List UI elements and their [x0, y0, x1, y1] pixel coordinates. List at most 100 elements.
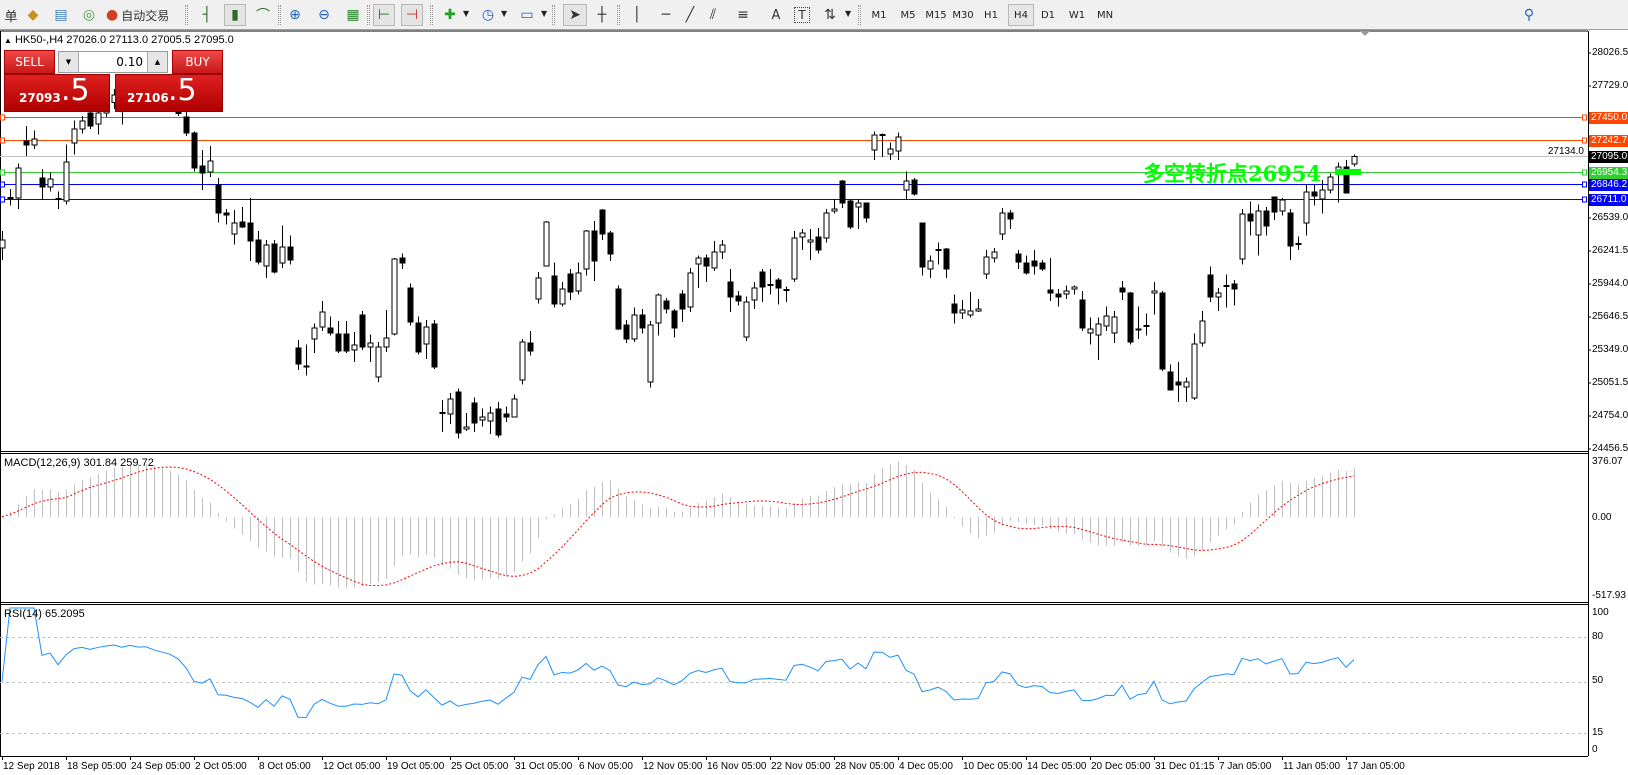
- candle-body: [1271, 196, 1278, 213]
- equidistant-channel-icon[interactable]: ⫽: [709, 7, 717, 23]
- candle-body: [1303, 191, 1310, 224]
- candle-body: [831, 208, 838, 212]
- time-axis-label: 24 Sep 05:00: [131, 761, 191, 772]
- candle: [743, 296, 750, 342]
- candle-body: [1087, 328, 1094, 334]
- level-price-label: 26711.0: [1589, 193, 1628, 206]
- candle: [543, 221, 550, 267]
- candle: [655, 293, 662, 336]
- crosshair-icon[interactable]: ┼: [597, 7, 607, 23]
- timeframe-m1[interactable]: M1: [871, 9, 887, 21]
- chart-shift-marker: [1360, 31, 1370, 36]
- candle-body: [511, 398, 518, 418]
- horizontal-line-icon[interactable]: ─: [661, 7, 671, 23]
- search-icon[interactable]: ⚲: [1523, 7, 1535, 23]
- lot-size-stepper[interactable]: ▼ 0.10 ▲: [58, 51, 168, 73]
- vertical-line-icon[interactable]: │: [632, 7, 642, 23]
- sell-price-box[interactable]: 27093 .5: [4, 73, 110, 112]
- buy-price-box[interactable]: 27106 .5: [115, 73, 223, 112]
- candle-body: [463, 426, 470, 430]
- timeframe-m15[interactable]: M15: [925, 9, 947, 21]
- clock-icon[interactable]: ◷: [481, 7, 495, 23]
- candle-body: [1095, 323, 1102, 336]
- buy-button[interactable]: BUY: [172, 50, 223, 74]
- candle-body: [751, 287, 758, 301]
- current-price-label: 27095.0: [1589, 150, 1628, 163]
- new-chart-icon[interactable]: ✚: [444, 7, 456, 23]
- chevron-down-icon[interactable]: ▼: [845, 9, 852, 18]
- candle: [1119, 281, 1126, 300]
- lot-decrease-icon[interactable]: ▼: [59, 52, 79, 72]
- zoom-out-icon[interactable]: ⊖: [318, 7, 330, 23]
- candle: [423, 319, 430, 359]
- candle-body: [711, 251, 718, 269]
- candle-body: [183, 116, 190, 134]
- market-watch-icon[interactable]: ▤: [54, 7, 68, 23]
- lot-size-input[interactable]: 0.10: [116, 55, 143, 69]
- candle-body: [903, 180, 910, 191]
- arrows-icon[interactable]: ⇅: [824, 7, 836, 23]
- trendline-icon[interactable]: ╱: [685, 7, 695, 23]
- candle-body: [871, 134, 878, 151]
- text-label-icon[interactable]: T: [794, 7, 810, 23]
- candle: [1007, 210, 1014, 229]
- chevron-down-icon[interactable]: ▼: [463, 9, 470, 18]
- fibonacci-icon[interactable]: ≡: [737, 7, 749, 23]
- gold-bar-icon[interactable]: ◆: [27, 7, 39, 23]
- candle-body: [191, 132, 198, 169]
- candle-body: [519, 341, 526, 381]
- candle: [1151, 282, 1158, 315]
- chart-shift-icon[interactable]: ⊢: [373, 4, 395, 26]
- candle-body: [1103, 315, 1110, 327]
- zoom-in-icon[interactable]: ⊕: [289, 7, 301, 23]
- candle: [1199, 311, 1206, 347]
- timeframe-d1[interactable]: D1: [1040, 9, 1056, 21]
- text-icon[interactable]: A: [771, 7, 781, 23]
- timeframe-m5[interactable]: M5: [900, 9, 916, 21]
- rsi-axis-label: 80: [1592, 631, 1604, 642]
- candle-body: [575, 272, 582, 292]
- bar-chart-icon[interactable]: ┤: [202, 7, 212, 23]
- candle-body: [343, 333, 350, 352]
- line-chart-icon[interactable]: ⌒: [256, 8, 270, 24]
- candle: [1127, 292, 1134, 345]
- tile-windows-icon[interactable]: ▦: [346, 7, 360, 23]
- level-price-label: 26954.3: [1589, 166, 1628, 179]
- sell-button[interactable]: SELL: [4, 50, 55, 74]
- candle-body: [223, 212, 230, 216]
- level-handle-left: [0, 114, 5, 121]
- timeframe-m30[interactable]: M30: [952, 9, 974, 21]
- candle-body: [327, 327, 334, 334]
- cursor-icon[interactable]: ➤: [563, 4, 587, 26]
- timeframe-h4[interactable]: H4: [1008, 4, 1034, 26]
- candle: [999, 207, 1006, 241]
- timeframe-w1[interactable]: W1: [1068, 9, 1086, 21]
- candle: [71, 120, 78, 155]
- candle-body: [599, 209, 606, 235]
- chevron-down-icon[interactable]: ▼: [541, 9, 548, 18]
- candle: [1207, 266, 1214, 303]
- candle: [727, 268, 734, 313]
- candlestick-icon[interactable]: ▮: [224, 4, 246, 26]
- candle-body: [1279, 199, 1286, 212]
- candle-body: [999, 212, 1006, 235]
- collapse-triangle-icon[interactable]: ▲: [4, 36, 12, 45]
- candle-body: [1031, 260, 1038, 267]
- candle-body: [207, 160, 214, 173]
- timeframe-h1[interactable]: H1: [984, 9, 998, 21]
- lot-increase-icon[interactable]: ▲: [147, 52, 167, 72]
- signal-icon[interactable]: ◎: [82, 7, 96, 23]
- candle: [535, 272, 542, 304]
- candle-body: [863, 202, 870, 219]
- chevron-down-icon[interactable]: ▼: [501, 9, 508, 18]
- autotrade-button[interactable]: ● 自动交易: [106, 4, 178, 26]
- timeframe-mn[interactable]: MN: [1096, 9, 1114, 21]
- candle-body: [1023, 262, 1030, 274]
- candle-body: [55, 197, 62, 201]
- template-icon[interactable]: ▭: [520, 7, 534, 23]
- autoscroll-icon[interactable]: ⊣: [401, 4, 423, 26]
- candle-body: [415, 322, 422, 353]
- new-order-button[interactable]: 单: [4, 9, 18, 25]
- pivot-annotation[interactable]: 多空转折点26954: [1143, 161, 1322, 186]
